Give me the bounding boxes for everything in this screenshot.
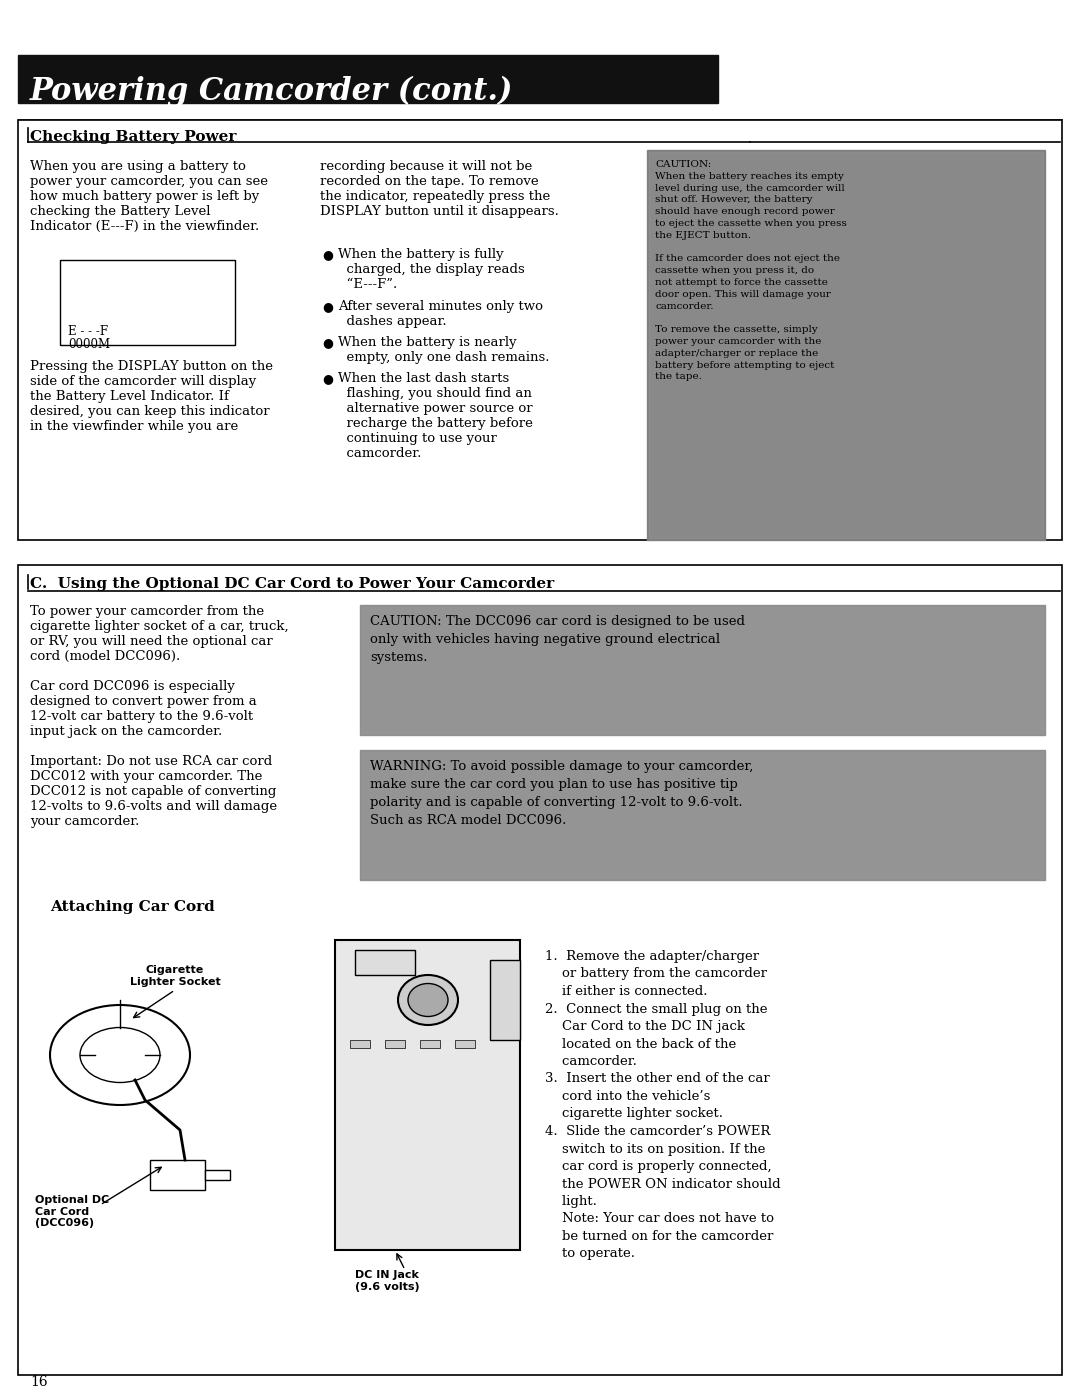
Text: DC IN Jack
(9.6 volts): DC IN Jack (9.6 volts) bbox=[355, 1270, 420, 1292]
Bar bbox=[362, 752, 1043, 877]
Bar bbox=[420, 1039, 440, 1048]
Bar bbox=[647, 149, 1045, 541]
Text: When you are using a battery to
power your camcorder, you can see
how much batte: When you are using a battery to power yo… bbox=[30, 161, 268, 233]
Bar bbox=[18, 54, 718, 103]
Text: 0000M: 0000M bbox=[68, 338, 110, 351]
Bar bbox=[649, 152, 1043, 538]
Ellipse shape bbox=[408, 983, 448, 1017]
Text: ●: ● bbox=[322, 337, 333, 349]
Text: Pressing the DISPLAY button on the
side of the camcorder will display
the Batter: Pressing the DISPLAY button on the side … bbox=[30, 360, 273, 433]
Bar bbox=[335, 940, 519, 1250]
Bar bbox=[360, 605, 1045, 735]
Text: C.  Using the Optional DC Car Cord to Power Your Camcorder: C. Using the Optional DC Car Cord to Pow… bbox=[30, 577, 554, 591]
Text: 1.  Remove the adapter/charger
    or battery from the camcorder
    if either i: 1. Remove the adapter/charger or battery… bbox=[545, 950, 781, 1260]
Text: recording because it will not be
recorded on the tape. To remove
the indicator, : recording because it will not be recorde… bbox=[320, 161, 558, 218]
Text: Attaching Car Cord: Attaching Car Cord bbox=[50, 900, 215, 914]
Bar bbox=[18, 120, 1062, 541]
Bar bbox=[490, 960, 519, 1039]
Bar bbox=[205, 1171, 230, 1180]
Bar bbox=[18, 564, 1062, 1375]
Bar bbox=[362, 608, 1043, 733]
Text: After several minutes only two
  dashes appear.: After several minutes only two dashes ap… bbox=[338, 300, 543, 328]
Text: CAUTION: The DCC096 car cord is designed to be used
only with vehicles having ne: CAUTION: The DCC096 car cord is designed… bbox=[370, 615, 745, 664]
Text: ●: ● bbox=[322, 249, 333, 261]
Text: When the battery is fully
  charged, the display reads
  “E---F”.: When the battery is fully charged, the d… bbox=[338, 249, 525, 291]
Text: Checking Battery Power: Checking Battery Power bbox=[30, 130, 237, 144]
Text: Optional DC
Car Cord
(DCC096): Optional DC Car Cord (DCC096) bbox=[35, 1194, 109, 1228]
Bar bbox=[150, 1160, 205, 1190]
Text: Cigarette
Lighter Socket: Cigarette Lighter Socket bbox=[130, 965, 220, 986]
Text: WARNING: To avoid possible damage to your camcorder,
make sure the car cord you : WARNING: To avoid possible damage to you… bbox=[370, 760, 754, 827]
Bar bbox=[360, 750, 1045, 880]
Text: ●: ● bbox=[322, 372, 333, 386]
Text: ●: ● bbox=[322, 300, 333, 313]
Bar bbox=[384, 1039, 405, 1048]
Text: When the battery is nearly
  empty, only one dash remains.: When the battery is nearly empty, only o… bbox=[338, 337, 550, 365]
Text: Powering Camcorder (cont.): Powering Camcorder (cont.) bbox=[30, 75, 513, 106]
Text: When the last dash starts
  flashing, you should find an
  alternative power sou: When the last dash starts flashing, you … bbox=[338, 372, 532, 460]
Bar bbox=[355, 950, 415, 975]
Bar bbox=[455, 1039, 475, 1048]
Text: E - - -F: E - - -F bbox=[68, 326, 108, 338]
Text: 16: 16 bbox=[30, 1375, 48, 1389]
Ellipse shape bbox=[399, 975, 458, 1025]
Bar bbox=[60, 260, 235, 345]
Text: CAUTION:
When the battery reaches its empty
level during use, the camcorder will: CAUTION: When the battery reaches its em… bbox=[654, 161, 847, 381]
Text: To power your camcorder from the
cigarette lighter socket of a car, truck,
or RV: To power your camcorder from the cigaret… bbox=[30, 605, 288, 828]
Bar bbox=[350, 1039, 370, 1048]
